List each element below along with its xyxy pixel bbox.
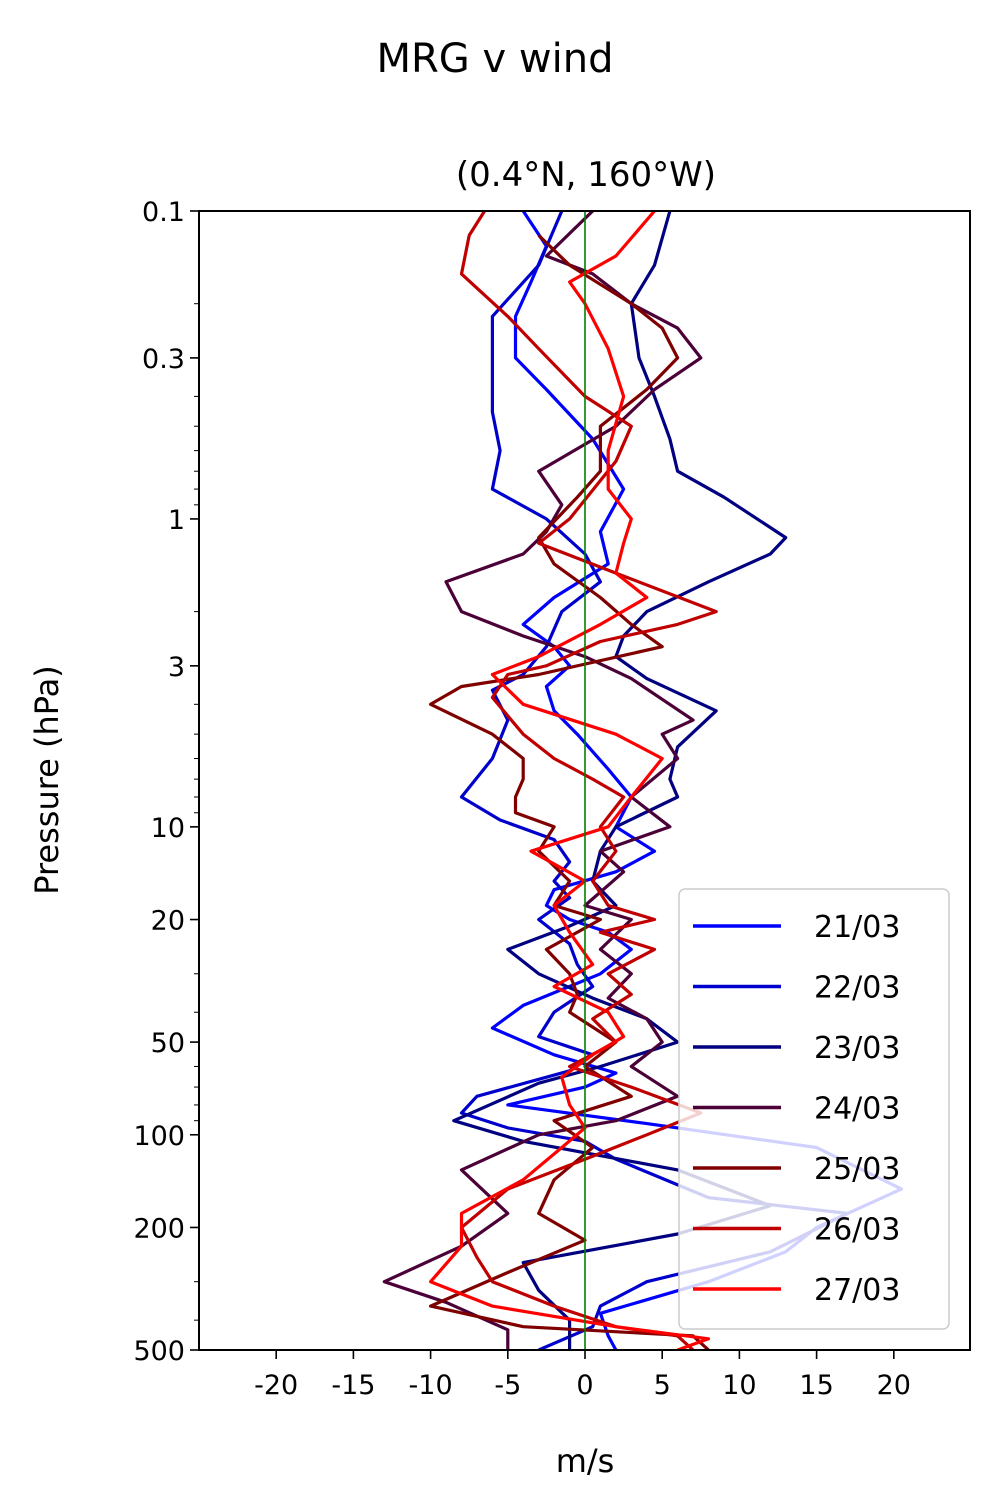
y-tick-label: 200 [133, 1213, 185, 1244]
legend-label: 26/03 [814, 1213, 900, 1248]
plot-frame [198, 210, 971, 1351]
legend-box [678, 888, 950, 1330]
y-axis-label: Pressure (hPa) [28, 665, 66, 895]
x-tick-label: -5 [494, 1370, 521, 1401]
x-tick-label: 0 [576, 1370, 593, 1401]
legend-label: 21/03 [814, 910, 900, 945]
legend-label: 25/03 [814, 1152, 900, 1187]
series-line-27-03 [429, 211, 711, 1350]
legend-label: 22/03 [814, 971, 900, 1006]
legend-label: 23/03 [814, 1031, 900, 1066]
y-tick-label: 1 [168, 505, 185, 536]
x-tick-label: 15 [799, 1370, 833, 1401]
x-tick-label: -20 [254, 1370, 298, 1401]
y-tick-label: 50 [151, 1028, 185, 1059]
chart-subtitle: (0.4°N, 160°W) [456, 155, 716, 195]
y-tick-label: 3 [168, 652, 185, 683]
axis-ticks: -20 -15 -10 -5 0 5 10 15 20 0.1 0.3 1 3 10 20 50 100 200 5… [133, 197, 911, 1401]
y-tick-label: 0.3 [142, 344, 185, 375]
x-tick-label: 20 [877, 1370, 911, 1401]
series-line-25-03 [429, 234, 710, 1350]
y-tick-label: 10 [151, 813, 185, 844]
legend: 21/03 22/03 23/03 24/03 25/03 26/03 27/03 [678, 888, 950, 1330]
x-tick-label: -10 [409, 1370, 453, 1401]
x-axis-label: m/s [556, 1442, 615, 1480]
y-tick-label: 500 [133, 1336, 185, 1367]
series-line-26-03 [459, 211, 718, 1350]
y-tick-label: 0.1 [142, 197, 185, 228]
x-tick-label: 5 [654, 1370, 671, 1401]
x-tick-label: 10 [722, 1370, 756, 1401]
series-line-22-03 [459, 211, 850, 1350]
legend-label: 24/03 [814, 1092, 900, 1127]
y-tick-label: 20 [151, 906, 185, 937]
x-tick-label: -15 [331, 1370, 375, 1401]
legend-label: 27/03 [814, 1273, 900, 1308]
y-tick-label: 100 [133, 1121, 185, 1152]
series-lines [382, 211, 904, 1350]
chart-title: MRG v wind [377, 36, 614, 82]
